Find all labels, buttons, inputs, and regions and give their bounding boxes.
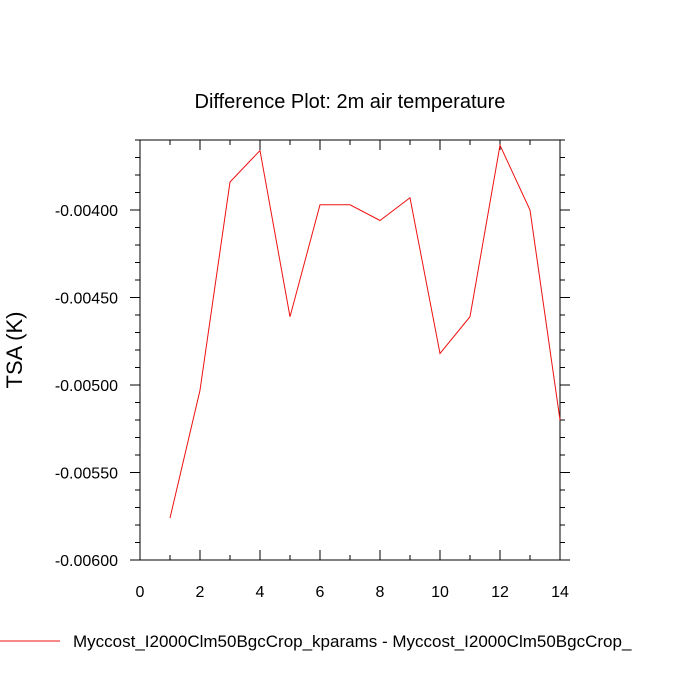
x-tick-label: 8 [376,584,385,601]
chart-title: Difference Plot: 2m air temperature [195,91,506,113]
x-tick-label: 10 [431,584,449,601]
legend-label: Myccost_I2000Clm50BgcCrop_kparams - Mycc… [73,632,632,651]
x-tick-label: 12 [491,584,509,601]
y-axis: -0.00600 -0.00550 -0.00500 -0.00450 -0.00400 [55,139,570,570]
x-tick-label: 4 [256,584,265,601]
x-tick-label: 0 [136,584,145,601]
y-tick-label: -0.00450 [55,291,118,308]
legend: Myccost_I2000Clm50BgcCrop_kparams - Mycc… [0,632,632,651]
x-tick-label: 6 [316,584,325,601]
y-tick-label: -0.00550 [55,466,118,483]
x-tick-label: 2 [196,584,205,601]
series-line [169,143,561,519]
series-layer [169,143,561,519]
y-tick-label: -0.00600 [55,553,118,570]
x-tick-label: 14 [551,584,569,601]
plot-frame [139,139,561,561]
x-axis: 0 2 4 6 8 10 12 14 [136,140,569,601]
y-tick-label: -0.00500 [55,378,118,395]
y-axis-label: TSA (K) [2,311,27,388]
y-tick-label: -0.00400 [55,203,118,220]
